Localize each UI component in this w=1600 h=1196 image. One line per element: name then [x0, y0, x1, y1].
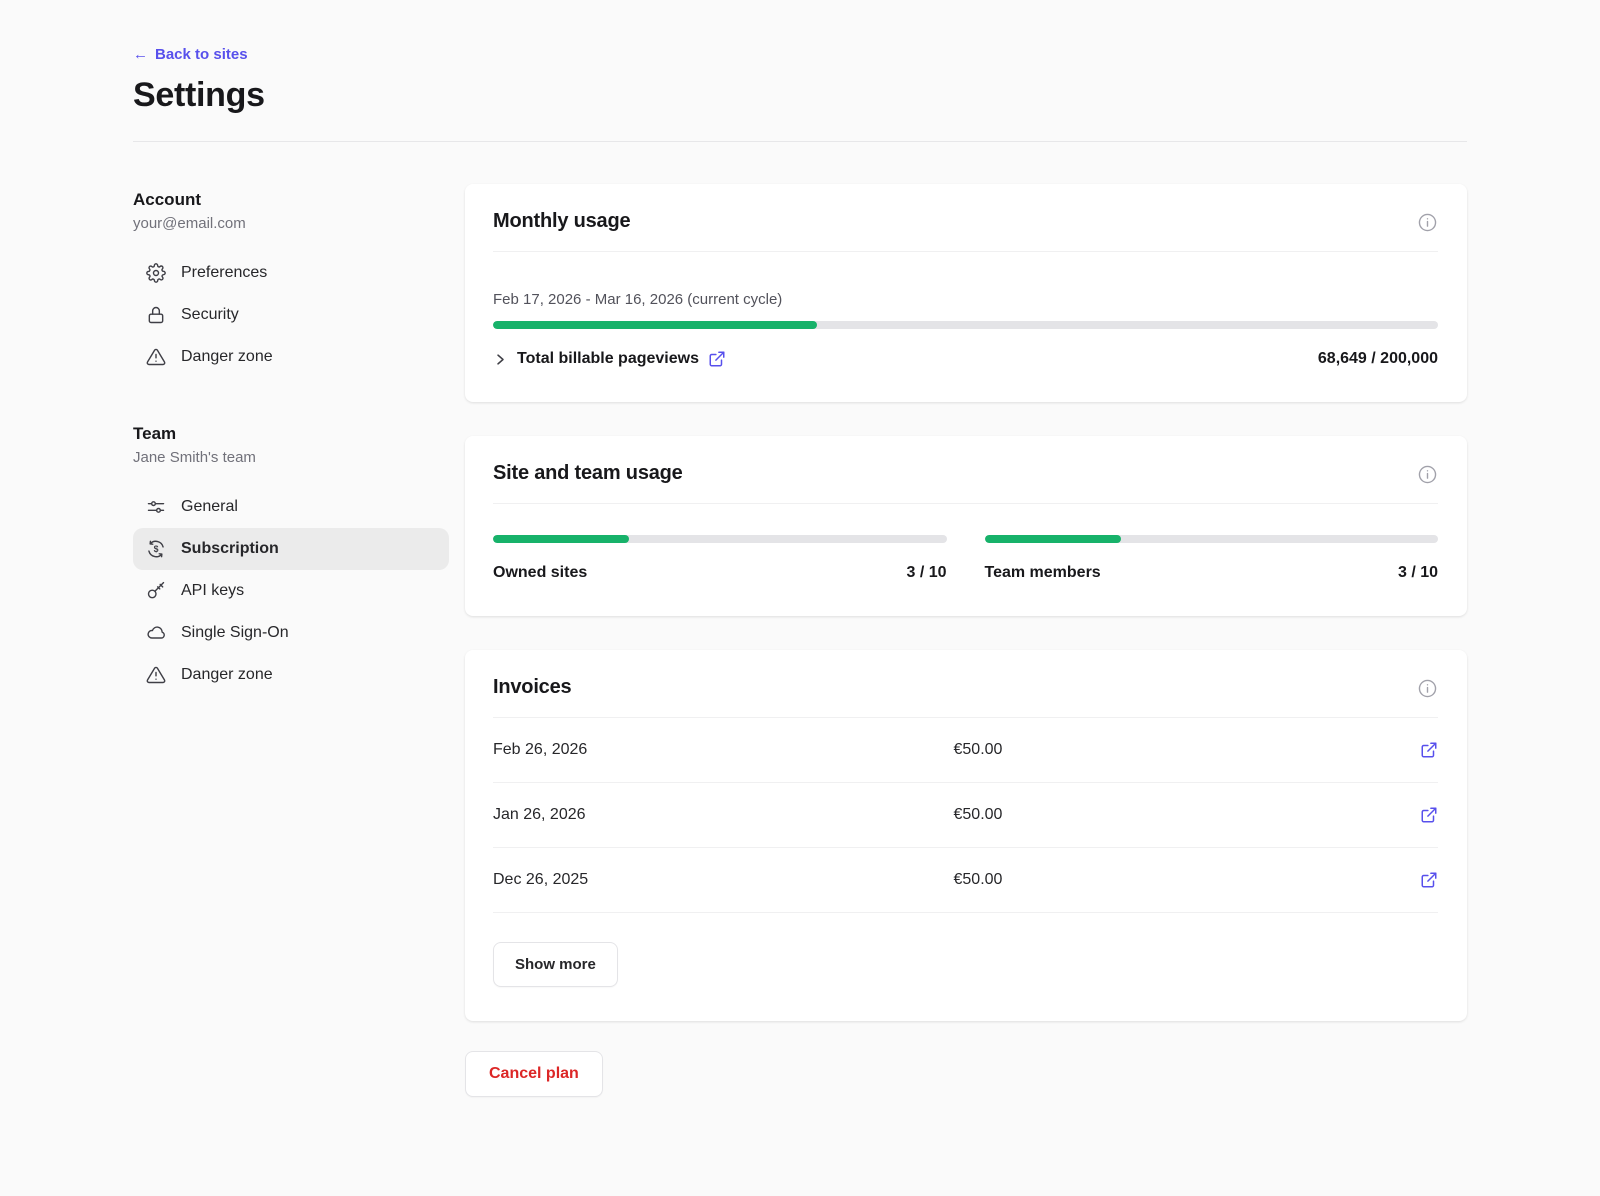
site-team-usage-title: Site and team usage [493, 462, 683, 484]
external-link-icon[interactable] [1420, 806, 1438, 824]
key-icon [146, 581, 166, 601]
owned-sites-value: 3 / 10 [906, 564, 947, 581]
sidebar-item-label: Single Sign-On [181, 624, 289, 641]
site-team-usage-card: Site and team usage Owned sites 3 / 10 [465, 436, 1467, 616]
invoice-amount: €50.00 [953, 741, 1003, 758]
header-divider [133, 141, 1467, 142]
team-section-title: Team [133, 424, 177, 443]
billable-pageviews-value: 68,649 / 200,000 [1317, 350, 1438, 367]
invoice-amount: €50.00 [953, 806, 1003, 823]
team-members-progress-bar [984, 535, 1438, 543]
gear-icon [146, 263, 166, 283]
sidebar-item-label: API keys [181, 582, 245, 599]
team-members-meter: Team members 3 / 10 [984, 535, 1438, 582]
invoice-row: Feb 26, 2026 €50.00 [493, 718, 1438, 783]
sidebar-item-subscription[interactable]: Subscription [133, 528, 449, 570]
owned-sites-progress-bar [493, 535, 947, 543]
monthly-usage-progress-fill [493, 321, 818, 329]
invoice-date: Dec 26, 2025 [493, 871, 589, 888]
sliders-icon [146, 497, 166, 517]
invoice-date: Jan 26, 2026 [493, 806, 586, 823]
invoices-title: Invoices [493, 676, 572, 698]
monthly-usage-title: Monthly usage [493, 210, 631, 232]
monthly-usage-card: Monthly usage Feb 17, 2026 - Mar 16, 202… [465, 184, 1467, 402]
invoice-amount: €50.00 [953, 871, 1003, 888]
card-divider [493, 251, 1438, 252]
team-name: Jane Smith's team [133, 449, 256, 466]
invoice-date: Feb 26, 2026 [493, 741, 588, 758]
back-to-sites-label: Back to sites [155, 46, 248, 63]
sidebar-item-label: General [181, 498, 238, 515]
team-members-label: Team members [984, 564, 1101, 581]
settings-sidebar: Account your@email.com Preferences Secur… [133, 184, 449, 696]
invoice-row: Dec 26, 2025 €50.00 [493, 848, 1438, 913]
team-members-value: 3 / 10 [1397, 564, 1438, 581]
info-icon[interactable] [1417, 678, 1438, 699]
billing-cycle-label: Feb 17, 2026 - Mar 16, 2026 (current cyc… [493, 291, 783, 308]
currency-refresh-icon [146, 539, 166, 559]
card-divider [493, 717, 1438, 718]
billable-pageviews-label: Total billable pageviews [517, 350, 699, 367]
page-title: Settings [133, 76, 265, 114]
external-link-icon[interactable] [1420, 871, 1438, 889]
invoices-card: Invoices Feb 26, 2026 €50.00 Jan 26, 202… [465, 650, 1467, 1021]
account-section: Account your@email.com Preferences Secur… [133, 190, 449, 378]
billable-pageviews-toggle[interactable]: Total billable pageviews [493, 350, 726, 368]
owned-sites-label: Owned sites [493, 564, 588, 581]
team-members-progress-fill [984, 535, 1121, 543]
sidebar-item-single-sign-on[interactable]: Single Sign-On [133, 612, 449, 654]
invoice-row: Jan 26, 2026 €50.00 [493, 783, 1438, 848]
sidebar-item-label: Danger zone [181, 348, 273, 365]
sidebar-item-general[interactable]: General [133, 486, 449, 528]
sidebar-item-api-keys[interactable]: API keys [133, 570, 449, 612]
lock-icon [146, 305, 166, 325]
sidebar-item-team-danger-zone[interactable]: Danger zone [133, 654, 449, 696]
sidebar-item-label: Danger zone [181, 666, 273, 683]
monthly-usage-progress-bar [493, 321, 1438, 329]
team-section: Team Jane Smith's team General Subscript… [133, 424, 449, 696]
back-to-sites-link[interactable]: ← Back to sites [133, 46, 248, 63]
cloud-icon [146, 623, 166, 643]
cancel-plan-button[interactable]: Cancel plan [465, 1051, 603, 1097]
show-more-button[interactable]: Show more [493, 942, 618, 987]
info-icon[interactable] [1417, 464, 1438, 485]
owned-sites-progress-fill [493, 535, 630, 543]
warning-triangle-icon [146, 665, 166, 685]
owned-sites-meter: Owned sites 3 / 10 [493, 535, 947, 582]
external-link-icon[interactable] [1420, 741, 1438, 759]
info-icon[interactable] [1417, 212, 1438, 233]
sidebar-item-security[interactable]: Security [133, 294, 449, 336]
sidebar-item-account-danger-zone[interactable]: Danger zone [133, 336, 449, 378]
account-email: your@email.com [133, 215, 246, 232]
card-divider [493, 503, 1438, 504]
external-link-icon[interactable] [708, 350, 726, 368]
settings-main: Monthly usage Feb 17, 2026 - Mar 16, 202… [465, 184, 1467, 1097]
account-section-title: Account [133, 190, 201, 209]
sidebar-item-label: Security [181, 306, 239, 323]
sidebar-item-preferences[interactable]: Preferences [133, 252, 449, 294]
chevron-right-icon [493, 352, 508, 367]
sidebar-item-label: Preferences [181, 264, 268, 281]
arrow-left-icon: ← [133, 46, 148, 63]
sidebar-item-label: Subscription [181, 540, 279, 557]
warning-triangle-icon [146, 347, 166, 367]
